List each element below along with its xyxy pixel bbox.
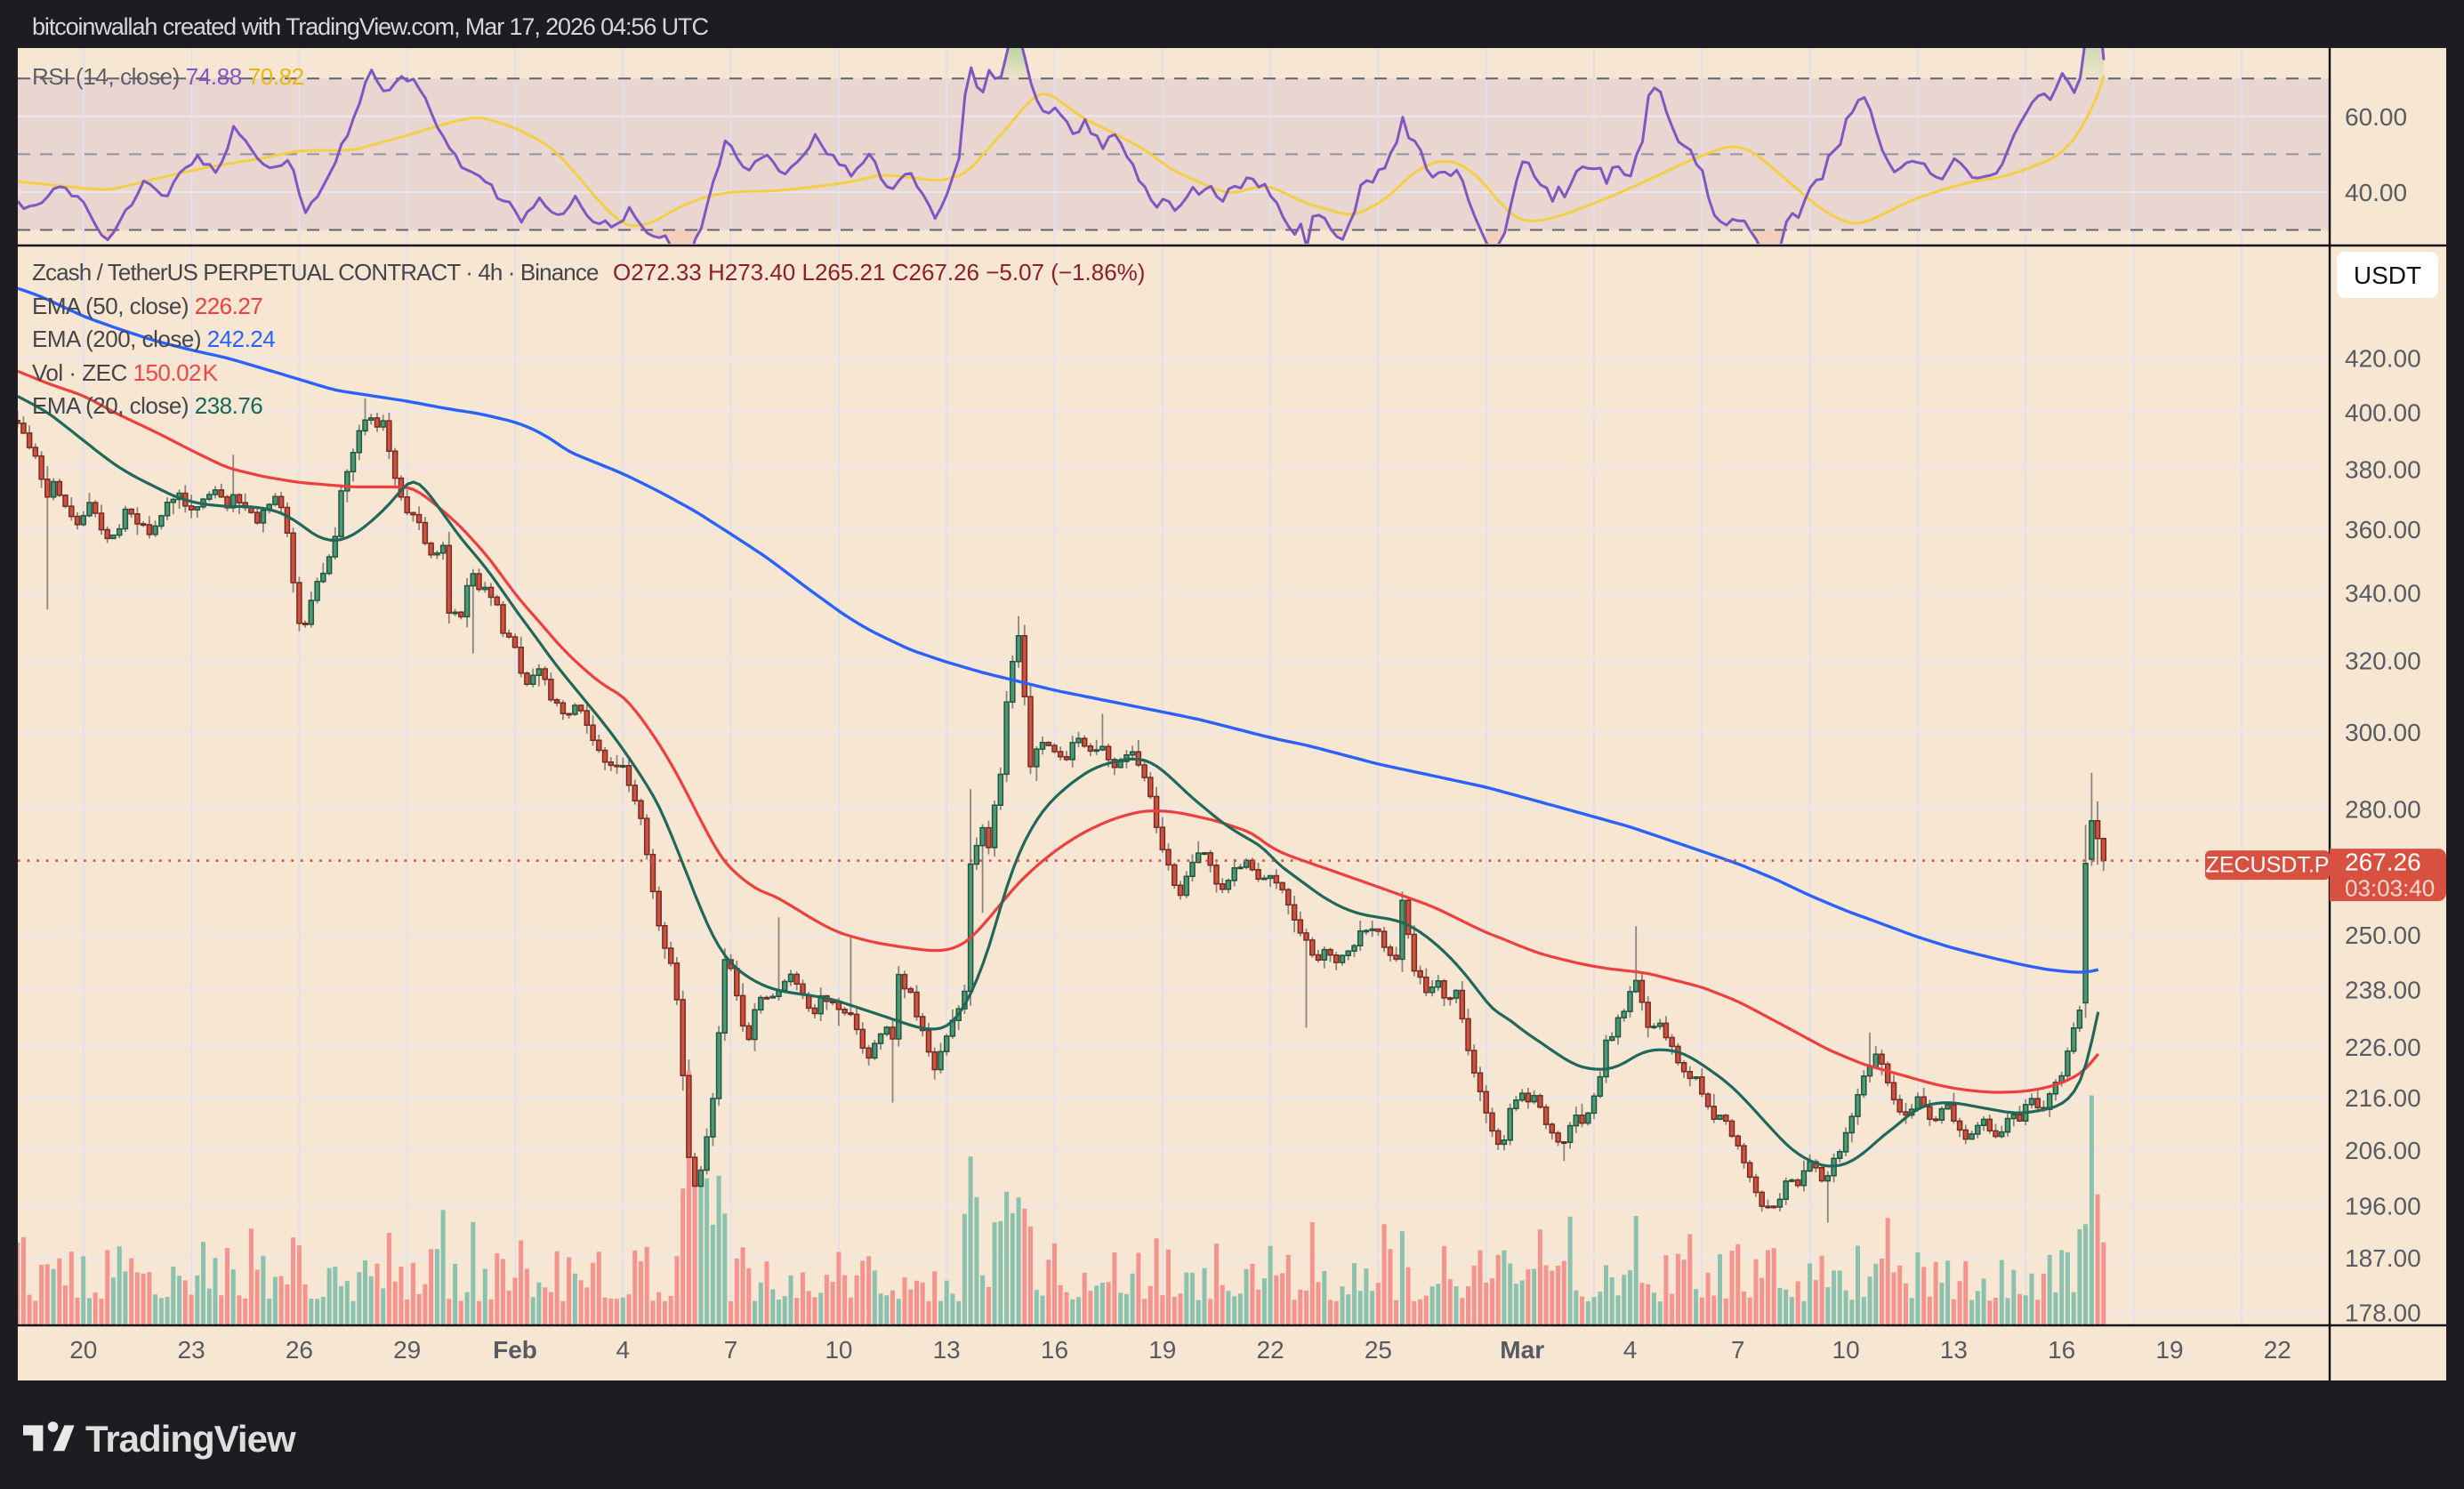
svg-text:60.00: 60.00 [2345, 103, 2407, 131]
svg-text:25: 25 [1365, 1336, 1392, 1364]
svg-text:226.00: 226.00 [2345, 1034, 2421, 1061]
svg-text:20: 20 [69, 1336, 97, 1364]
svg-text:360.00: 360.00 [2345, 516, 2421, 543]
svg-text:EMA (20, close) 238.76: EMA (20, close) 238.76 [32, 392, 262, 419]
svg-text:16: 16 [2048, 1336, 2075, 1364]
svg-text:19: 19 [2155, 1336, 2183, 1364]
svg-text:TradingView: TradingView [85, 1418, 296, 1460]
svg-text:22: 22 [1257, 1336, 1284, 1364]
svg-text:16: 16 [1041, 1336, 1068, 1364]
svg-text:280.00: 280.00 [2345, 795, 2421, 823]
svg-text:238.00: 238.00 [2345, 977, 2421, 1004]
svg-text:7: 7 [1731, 1336, 1745, 1364]
svg-text:03:03:40: 03:03:40 [2345, 875, 2435, 902]
svg-text:Vol · ZEC 150.02 K: Vol · ZEC 150.02 K [32, 359, 219, 386]
svg-text:26: 26 [286, 1336, 313, 1364]
svg-text:ZECUSDT.P: ZECUSDT.P [2206, 853, 2330, 878]
svg-text:10: 10 [1832, 1336, 1860, 1364]
svg-text:320.00: 320.00 [2345, 647, 2421, 674]
svg-text:USDT: USDT [2354, 262, 2421, 289]
svg-text:400.00: 400.00 [2345, 398, 2421, 426]
svg-text:7: 7 [724, 1336, 738, 1364]
svg-text:13: 13 [1940, 1336, 1968, 1364]
svg-text:380.00: 380.00 [2345, 456, 2421, 484]
svg-text:29: 29 [393, 1336, 421, 1364]
svg-text:Feb: Feb [493, 1336, 537, 1364]
svg-text:Mar: Mar [1500, 1336, 1544, 1364]
svg-text:10: 10 [825, 1336, 852, 1364]
svg-text:RSI (14, close) 74.88 70.82: RSI (14, close) 74.88 70.82 [32, 63, 304, 90]
svg-text:EMA (50, close) 226.27: EMA (50, close) 226.27 [32, 293, 262, 319]
svg-text:206.00: 206.00 [2345, 1137, 2421, 1164]
svg-text:178.00: 178.00 [2345, 1300, 2421, 1327]
svg-text:216.00: 216.00 [2345, 1084, 2421, 1112]
svg-text:4: 4 [616, 1336, 631, 1364]
svg-text:19: 19 [1148, 1336, 1176, 1364]
svg-text:300.00: 300.00 [2345, 719, 2421, 746]
svg-text:23: 23 [178, 1336, 205, 1364]
svg-text:340.00: 340.00 [2345, 580, 2421, 608]
svg-text:13: 13 [933, 1336, 961, 1364]
svg-text:22: 22 [2264, 1336, 2291, 1364]
svg-text:187.00: 187.00 [2345, 1244, 2421, 1272]
svg-text:267.26: 267.26 [2345, 849, 2421, 876]
svg-text:420.00: 420.00 [2345, 344, 2421, 372]
svg-text:250.00: 250.00 [2345, 922, 2421, 949]
svg-text:40.00: 40.00 [2345, 179, 2407, 206]
svg-text:Zcash / TetherUS PERPETUAL CON: Zcash / TetherUS PERPETUAL CONTRACT · 4h… [32, 259, 1145, 286]
svg-text:bitcoinwallah created with Tra: bitcoinwallah created with TradingView.c… [32, 13, 708, 40]
svg-text:EMA (200, close) 242.24: EMA (200, close) 242.24 [32, 326, 275, 352]
svg-text:196.00: 196.00 [2345, 1192, 2421, 1219]
svg-text:4: 4 [1623, 1336, 1638, 1364]
